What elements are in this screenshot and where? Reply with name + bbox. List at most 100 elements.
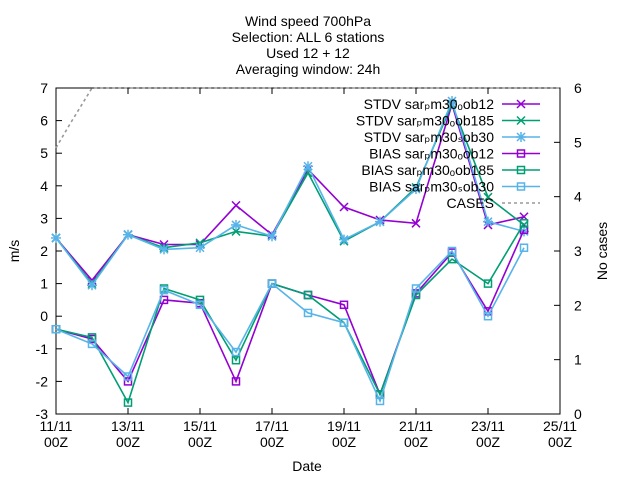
y-tick-label: 0 [40,308,48,324]
data-point [123,377,133,386]
title-line-2: Selection: ALL 6 stations [232,29,385,45]
data-point [483,216,493,227]
x-tick-label-time: 00Z [44,434,69,450]
data-point [339,202,349,212]
x-tick-label-time: 00Z [404,434,429,450]
y-axis-label: m/s [6,240,22,263]
data-point [123,372,133,381]
marker-square [303,308,313,318]
chart-title: Wind speed 700hPa Selection: ALL 6 stati… [232,13,385,77]
legend-label: STDV sarₚm30ₒob185 [356,113,494,129]
data-point [375,396,385,406]
marker-square [303,290,313,300]
marker-stroke [231,226,241,236]
x-tick-label-time: 00Z [260,434,285,450]
marker-square [87,339,97,349]
legend-label: BIAS sarₚm30ₛob30 [369,179,494,195]
marker-square [159,285,169,295]
marker-square [516,149,526,158]
data-point [483,279,493,288]
marker-square [483,311,493,321]
x-tick-label: 25/11 [543,418,577,434]
data-point [411,284,421,293]
y-tick-label: 2 [40,243,48,259]
y2-tick-label: 1 [574,352,582,368]
marker-stroke [516,99,526,109]
x-tick-label: 17/11 [255,418,289,434]
marker-square [267,279,277,288]
x-tick-label: 19/11 [327,418,361,434]
data-point [516,182,526,191]
marker-square [519,243,529,252]
y-tick-label: 1 [40,276,48,292]
x-tick-label: 11/11 [40,418,73,434]
legend-label: STDV sarₚm30ₛob30 [364,129,494,145]
title-line-3: Used 12 + 12 [266,45,350,61]
y2-axis-label: No cases [594,222,610,280]
data-point [231,377,241,386]
data-point [267,231,277,242]
data-point [303,161,313,172]
marker-stroke [339,202,349,212]
marker-square [231,377,241,386]
marker-stroke [231,200,241,210]
data-point [87,339,97,349]
data-point [231,347,241,357]
y-tick-label: -2 [36,373,49,389]
marker-stroke [483,192,493,202]
marker-square [483,279,493,288]
marker-square [51,324,61,334]
legend-label: BIAS sarₚm30ₒob12 [369,146,494,162]
series-layer [51,87,560,407]
series-line [55,222,525,405]
data-point [516,165,526,175]
data-point [195,242,205,253]
marker-square [231,347,241,357]
x-tick-label: 23/11 [471,418,505,434]
x-tick-label-time: 00Z [188,434,213,450]
data-point [303,290,313,300]
data-point [231,219,241,230]
axis-ticks: -3-2-101234567012345611/1100Z13/1100Z15/… [36,80,582,450]
series-bias-sar-m30-ob30 [51,243,529,406]
marker-square [519,219,529,228]
data-point [231,226,241,236]
data-point [483,192,493,202]
title-line-1: Wind speed 700hPa [245,13,371,29]
marker-square [339,318,349,327]
data-point [51,324,61,334]
y2-tick-label: 4 [574,189,582,205]
y-tick-label: -1 [36,341,49,357]
legend-label: CASES [447,195,494,211]
marker-square [123,377,133,386]
x-axis-label: Date [292,458,322,474]
series-line [55,247,525,404]
y2-tick-label: 3 [574,243,582,259]
data-point [195,295,205,305]
data-point [447,96,457,107]
y-tick-label: 7 [40,80,48,96]
marker-square [123,372,133,381]
y2-tick-label: 5 [574,134,582,150]
data-point [87,280,97,291]
data-point [339,234,349,245]
data-point [447,246,457,256]
data-point [303,308,313,318]
data-point [411,218,421,228]
legend-label: STDV sarₚm30ₒob12 [364,96,495,112]
marker-square [123,398,133,407]
marker-square [195,295,205,305]
y-tick-label: 3 [40,210,48,226]
x-tick-label: 15/11 [183,418,217,434]
marker-square [411,284,421,293]
data-point [339,300,349,310]
y-tick-label: -3 [36,406,49,422]
x-tick-label: 13/11 [111,418,145,434]
y-tick-label: 5 [40,145,48,161]
data-point [516,115,526,126]
x-tick-label-time: 00Z [116,434,141,450]
marker-square [375,396,385,406]
data-point [231,355,241,365]
marker-square [447,246,457,256]
